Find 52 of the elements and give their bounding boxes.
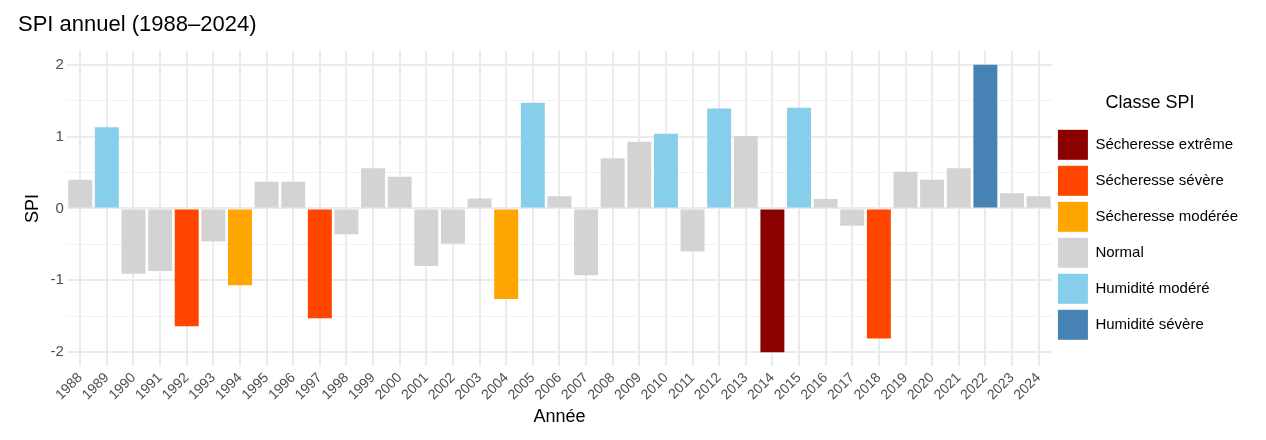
bar <box>334 209 359 235</box>
y-tick-label: -2 <box>50 342 64 360</box>
bar <box>653 133 678 208</box>
legend-title: Classe SPI <box>1105 92 1195 113</box>
bar <box>361 168 386 208</box>
y-tick-label: 1 <box>55 126 64 144</box>
bar <box>707 108 732 208</box>
legend-label: Normal <box>1095 242 1144 260</box>
bar <box>893 171 918 208</box>
bar <box>307 209 332 319</box>
bar <box>121 209 146 274</box>
bar <box>281 181 306 208</box>
bar <box>174 209 199 327</box>
bar <box>920 179 945 208</box>
bar <box>733 135 758 208</box>
bar <box>973 64 998 208</box>
legend-label: Sécheresse modérée <box>1095 206 1239 224</box>
bar <box>520 102 545 208</box>
bar <box>68 179 93 208</box>
bar <box>946 168 971 208</box>
y-axis-title: SPI <box>21 193 42 223</box>
bar <box>148 209 173 271</box>
legend-label: Humidité modéré <box>1095 278 1210 296</box>
chart-title: SPI annuel (1988–2024) <box>18 11 257 37</box>
bar <box>387 176 412 208</box>
bar <box>254 181 279 208</box>
bar <box>494 209 519 299</box>
legend-label: Humidité sévère <box>1095 314 1204 332</box>
bar <box>866 209 891 339</box>
bar <box>414 209 439 266</box>
bar <box>201 209 226 242</box>
bar <box>680 209 705 252</box>
bar <box>840 209 865 226</box>
y-tick-label: 0 <box>55 198 64 216</box>
x-axis-title: Année <box>533 406 586 427</box>
bar <box>600 158 625 208</box>
y-tick-label: 2 <box>55 54 64 72</box>
bar <box>467 198 492 208</box>
legend-label: Sécheresse extrême <box>1095 134 1233 152</box>
bar <box>94 127 119 208</box>
bar <box>627 141 652 208</box>
bar <box>1026 196 1051 208</box>
y-tick-label: -1 <box>50 270 64 288</box>
bar <box>440 209 465 244</box>
bar <box>760 209 785 353</box>
bar <box>1000 193 1024 208</box>
legend-label: Sécheresse sévère <box>1095 170 1224 188</box>
bar <box>787 107 811 208</box>
bar <box>547 196 572 208</box>
bar <box>813 199 838 208</box>
bar <box>574 209 599 276</box>
bar <box>228 209 252 286</box>
